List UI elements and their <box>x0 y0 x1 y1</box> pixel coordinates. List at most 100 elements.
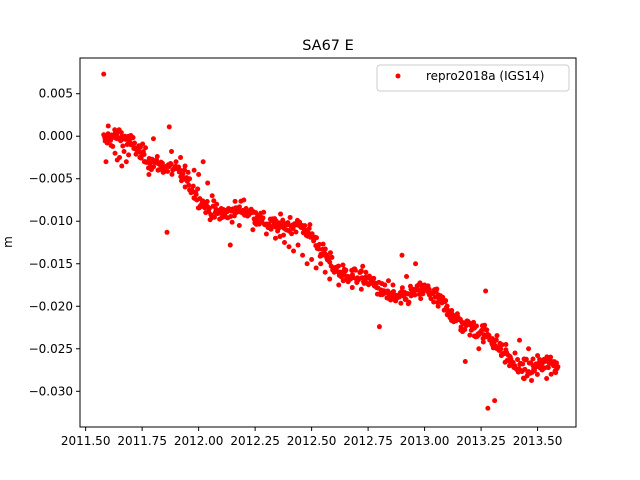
data-point <box>132 140 138 146</box>
data-point <box>227 242 233 248</box>
x-tick-label: 2012.75 <box>343 434 393 448</box>
data-point <box>151 164 157 170</box>
data-point <box>484 327 490 333</box>
data-point <box>195 186 201 192</box>
data-point <box>214 201 220 207</box>
data-point <box>535 353 541 359</box>
data-point <box>329 254 335 260</box>
data-point <box>259 218 265 224</box>
data-point <box>168 161 174 167</box>
data-point <box>548 371 554 377</box>
data-point <box>385 278 391 284</box>
data-point <box>534 371 540 377</box>
data-point <box>555 364 561 370</box>
data-point <box>381 291 387 297</box>
data-point <box>159 167 165 173</box>
y-tick-label: −0.010 <box>29 214 73 228</box>
data-point <box>166 124 172 130</box>
x-tick-label: 2013.50 <box>513 434 563 448</box>
data-point <box>190 183 196 189</box>
data-point <box>331 269 337 275</box>
data-point <box>140 141 146 147</box>
data-point <box>327 259 333 265</box>
data-point <box>530 356 536 362</box>
data-point <box>245 208 251 214</box>
data-point <box>289 231 295 237</box>
data-point <box>285 220 291 226</box>
data-point <box>471 319 477 325</box>
data-point <box>545 365 551 371</box>
data-point <box>232 198 238 204</box>
data-point <box>462 327 468 333</box>
x-tick-label: 2013.00 <box>400 434 450 448</box>
data-point <box>358 286 364 292</box>
data-point <box>530 363 536 369</box>
data-point <box>150 136 156 142</box>
data-point <box>471 333 477 339</box>
data-point <box>320 241 326 247</box>
data-point <box>422 282 428 288</box>
y-tick-label: −0.015 <box>29 257 73 271</box>
data-point <box>121 149 127 155</box>
data-point <box>493 337 499 343</box>
data-point <box>522 366 528 372</box>
data-point <box>482 322 488 328</box>
data-point <box>467 320 473 326</box>
data-point <box>322 246 328 252</box>
data-point <box>435 303 441 309</box>
data-point <box>467 332 473 338</box>
data-point <box>307 222 313 228</box>
data-point <box>360 263 366 269</box>
data-point <box>128 142 134 148</box>
data-point <box>521 356 527 362</box>
data-point <box>280 217 286 223</box>
data-point <box>363 269 369 275</box>
data-point <box>485 405 491 411</box>
data-point <box>428 296 434 302</box>
data-point <box>119 163 125 169</box>
data-point <box>223 214 229 220</box>
data-point <box>169 149 175 155</box>
data-point <box>159 160 165 166</box>
data-point <box>272 235 278 241</box>
data-point <box>526 346 532 352</box>
data-point <box>154 154 160 160</box>
data-point <box>200 159 206 165</box>
data-point <box>211 198 217 204</box>
data-point <box>173 159 179 165</box>
data-point <box>398 300 404 306</box>
data-point <box>492 398 498 404</box>
data-point <box>196 171 202 177</box>
data-point <box>512 350 518 356</box>
data-point <box>205 180 211 186</box>
data-point <box>209 193 215 199</box>
data-point <box>169 171 175 177</box>
data-point <box>399 252 405 258</box>
data-point <box>309 257 315 262</box>
data-point <box>349 285 355 291</box>
data-point <box>449 308 455 314</box>
data-point <box>278 211 284 217</box>
plot-frame <box>79 57 577 428</box>
data-point <box>399 285 405 291</box>
data-point <box>108 137 114 143</box>
data-point <box>295 242 301 248</box>
data-point <box>340 278 346 284</box>
data-point <box>345 274 351 280</box>
data-point <box>412 292 418 298</box>
data-point <box>261 209 267 215</box>
data-point <box>376 324 382 330</box>
data-point <box>327 250 333 256</box>
y-tick-label: 0.000 <box>39 129 73 143</box>
x-tick-label: 2012.50 <box>287 434 337 448</box>
data-point <box>313 265 319 271</box>
data-point <box>229 219 235 225</box>
data-point <box>236 223 242 228</box>
data-point <box>343 267 349 273</box>
x-axis-ticks: 2011.50 2011.75 2012.00 2012.25 2012.50 2012.… <box>61 427 563 448</box>
x-tick-label: 2012.00 <box>174 434 224 448</box>
data-point <box>385 288 391 294</box>
y-axis-label: m <box>1 236 15 248</box>
data-point <box>548 354 554 360</box>
data-point <box>304 261 310 267</box>
